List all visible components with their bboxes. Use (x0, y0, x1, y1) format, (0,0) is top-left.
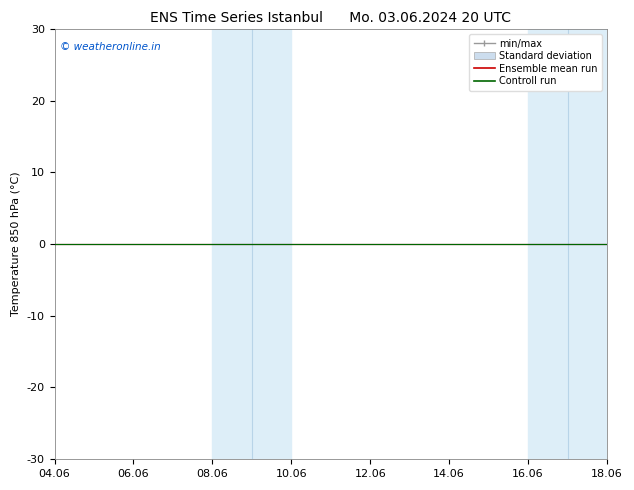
Title: ENS Time Series Istanbul      Mo. 03.06.2024 20 UTC: ENS Time Series Istanbul Mo. 03.06.2024 … (150, 11, 511, 25)
Bar (212, 29, 291, 459)
Legend: min/max, Standard deviation, Ensemble mean run, Controll run: min/max, Standard deviation, Ensemble me… (469, 34, 602, 91)
Y-axis label: Temperature 850 hPa (°C): Temperature 850 hPa (°C) (11, 172, 21, 317)
Text: © weatheronline.in: © weatheronline.in (60, 42, 161, 52)
Bar (528, 29, 607, 459)
